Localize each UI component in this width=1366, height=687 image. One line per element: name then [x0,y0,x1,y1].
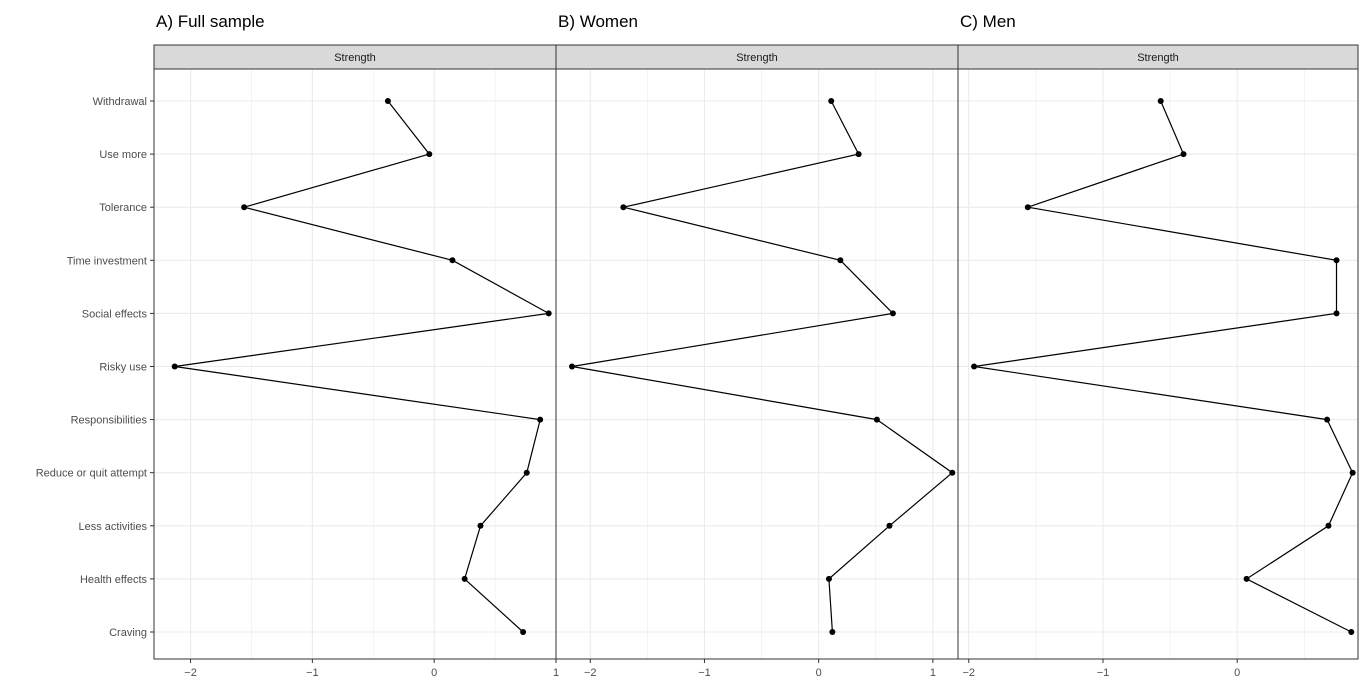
panel-title: B) Women [558,12,638,31]
panel-border [153,68,557,660]
data-point [886,522,893,529]
data-point [545,310,552,317]
data-point [825,575,832,582]
data-point [971,363,978,370]
data-point [1333,257,1340,264]
data-point [855,151,862,158]
data-point [1180,151,1187,158]
data-point [568,363,575,370]
data-point [426,151,433,158]
y-tick-label: Less activities [79,521,148,533]
y-tick-label: Reduce or quit attempt [36,468,147,480]
x-tick-label: −1 [698,667,711,679]
data-point [829,629,836,635]
data-point [520,629,527,635]
data-point [1243,575,1250,582]
y-tick-label: Use more [99,149,147,161]
data-point [1157,98,1164,104]
data-point [241,204,248,211]
x-tick-label: 0 [1234,667,1240,679]
x-tick-label: 1 [553,667,559,679]
y-tick-label: Responsibilities [71,415,148,427]
facet-strip-label: Strength [1137,52,1179,64]
data-point [620,204,627,211]
data-point [1349,469,1356,476]
y-tick-label: Social effects [82,308,148,320]
x-tick-label: −2 [184,667,197,679]
panel-border [555,68,959,660]
facet-strip-label: Strength [334,52,376,64]
data-point [477,522,484,529]
data-point [889,310,896,317]
x-tick-label: −2 [962,667,975,679]
x-tick-label: 0 [431,667,437,679]
x-tick-label: −1 [306,667,319,679]
panel-1: A) Full sample Strength −2 −1 0 1 Withdrawal Us… [36,12,559,679]
y-tick-label: Tolerance [99,202,147,214]
facet-strip [153,44,557,70]
data-point [1324,416,1331,423]
y-tick-label: Risky use [99,362,147,374]
panel-title: A) Full sample [156,12,265,31]
data-point [1024,204,1031,211]
panel-border [957,68,1359,660]
data-point [537,416,544,423]
y-tick-label: Craving [109,627,147,639]
y-tick-label: Withdrawal [93,96,147,108]
facet-strip-label: Strength [736,52,778,64]
facet-strip [555,44,959,70]
data-point [384,98,391,104]
panel-3: C) Men Strength −2 −1 0 [957,12,1359,679]
data-point [523,469,530,476]
data-point [949,469,956,476]
data-point [837,257,844,264]
data-point [1325,522,1332,529]
x-tick-label: 0 [816,667,822,679]
data-point [1333,310,1340,317]
panel-title: C) Men [960,12,1016,31]
data-point [873,416,880,423]
data-point [449,257,456,264]
data-point [828,98,835,104]
data-point [1348,629,1355,635]
x-tick-label: −1 [1097,667,1110,679]
x-tick-label: −2 [584,667,597,679]
y-tick-label: Health effects [80,574,148,586]
data-point [461,575,468,582]
facet-strip [957,44,1359,70]
y-tick-label: Time investment [67,255,147,267]
panel-2: B) Women Strength −2 −1 0 1 [555,12,959,679]
data-point [171,363,178,370]
x-tick-label: 1 [930,667,936,679]
